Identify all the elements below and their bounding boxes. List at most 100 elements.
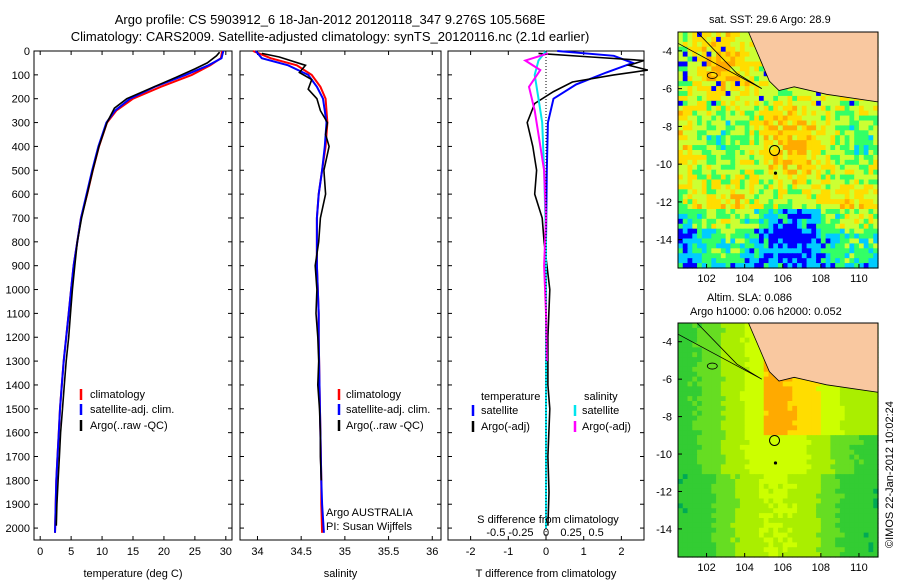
sst_map-cell: [711, 263, 717, 269]
sla_map-cell: [744, 518, 751, 524]
sst_map-cell: [778, 233, 784, 240]
sla_map-cell: [720, 488, 727, 495]
sla_map-cell: [854, 483, 860, 490]
sla_map-cell: [711, 454, 717, 461]
sst_map-cell: [768, 218, 774, 225]
sla_map-cell: [768, 493, 774, 500]
sla_map-cell: [754, 464, 760, 470]
sla_map-cell: [835, 503, 841, 509]
sla_map-cell: [844, 415, 851, 422]
sla_map-cell: [844, 532, 851, 539]
sla_map-cell: [749, 469, 755, 475]
sla_map-cell: [706, 405, 712, 412]
sst_map-cell: [787, 184, 793, 190]
sla_map-cell: [754, 401, 760, 407]
sst_map-cell: [849, 253, 855, 259]
sla_map-cell: [844, 488, 851, 495]
sla_map-cell: [725, 479, 731, 485]
sla_map-cell: [735, 444, 741, 451]
sla_map-cell: [687, 542, 693, 548]
sst_map-cell: [835, 189, 841, 195]
sla_map-cell: [835, 401, 841, 407]
sst_map-cell: [778, 189, 784, 195]
sla_map-cell: [768, 410, 774, 417]
salinity-annotation-line: PI: Susan Wijffels: [326, 521, 412, 533]
sst_map-cell: [720, 228, 727, 235]
sla_map-cell: [782, 386, 789, 392]
sla_map-cell: [682, 366, 689, 373]
sla_map-cell: [773, 527, 779, 534]
sst_map-cell: [730, 145, 736, 151]
sla_map-cell: [806, 381, 812, 387]
sst_map-cell: [697, 150, 703, 156]
sla_map-cell: [844, 483, 851, 490]
sst_map-cell: [868, 105, 874, 112]
sst_map-cell: [797, 179, 803, 186]
sst_map-cell: [692, 154, 698, 161]
sla_map-cell: [744, 488, 751, 495]
sst_map-cell: [844, 233, 851, 240]
sst_map-cell: [868, 199, 874, 205]
sst_map-cell: [706, 120, 712, 127]
sst_map-cell: [854, 154, 860, 161]
sst_map-cell: [730, 223, 736, 230]
sst_map-cell: [782, 243, 789, 249]
sla_map-cell: [758, 503, 765, 509]
sla_map-cell: [758, 405, 765, 412]
sla_map-cell: [801, 420, 808, 426]
difference-x-tick-label: -1: [503, 546, 513, 558]
sla_map-cell: [839, 415, 846, 422]
sst_map-cell: [730, 56, 736, 63]
sla_map-cell: [706, 430, 712, 436]
sst_map-cell: [730, 130, 736, 136]
sst_map-cell: [768, 184, 774, 190]
sst_map-cell: [720, 140, 727, 146]
sla_map-cell: [687, 474, 693, 480]
sla_map-cell: [697, 401, 703, 407]
sst_map-cell: [744, 105, 751, 112]
sla_map-cell: [711, 415, 717, 422]
sst_map-cell: [730, 150, 736, 156]
sst_map-cell: [763, 243, 770, 249]
sla_map-cell: [787, 479, 793, 485]
sla_map-cell: [820, 522, 827, 529]
sst_map-cell: [839, 130, 846, 136]
sst_map-cell: [701, 184, 708, 190]
sst_map-cell: [782, 169, 789, 176]
sla_map-cell: [692, 474, 698, 480]
sst_map-cell: [863, 164, 870, 171]
sst_map-cell: [825, 150, 831, 156]
sst_map-cell: [749, 105, 755, 112]
sla_map-cell: [825, 449, 831, 456]
sst_map-cell: [754, 56, 760, 63]
sla_map-cell: [730, 508, 736, 514]
sst_map-cell: [739, 204, 746, 210]
sst_map-cell: [792, 110, 798, 117]
sst_map-cell: [778, 164, 784, 171]
sla_map-cell: [735, 381, 741, 387]
sla_map-cell: [844, 386, 851, 392]
sst_map-cell: [687, 140, 693, 146]
sla_map-cell: [863, 493, 870, 500]
sst_map-cell: [687, 233, 693, 240]
temperature-legend-label: climatology: [90, 389, 146, 401]
sst_map-cell: [816, 95, 822, 102]
sst_map-cell: [844, 174, 851, 181]
sst_map-cell: [787, 189, 793, 195]
sla_map-cell: [678, 459, 684, 465]
sst_map-cell: [858, 194, 865, 200]
sst_map-cell: [692, 86, 698, 92]
sla_map-cell: [720, 503, 727, 509]
sst_map-cell: [863, 253, 870, 259]
sla_map-cell: [711, 391, 717, 397]
sla_map-cell: [744, 474, 751, 480]
sla_map-cell: [825, 444, 831, 451]
sla_map-cell: [801, 464, 808, 470]
sla_map-cell: [716, 542, 722, 548]
sst_map-cell: [682, 81, 689, 87]
sst_map-cell: [730, 115, 736, 122]
sst_map-cell: [816, 169, 822, 176]
sla_map-cell: [806, 401, 812, 407]
sla_map-cell: [763, 366, 770, 373]
